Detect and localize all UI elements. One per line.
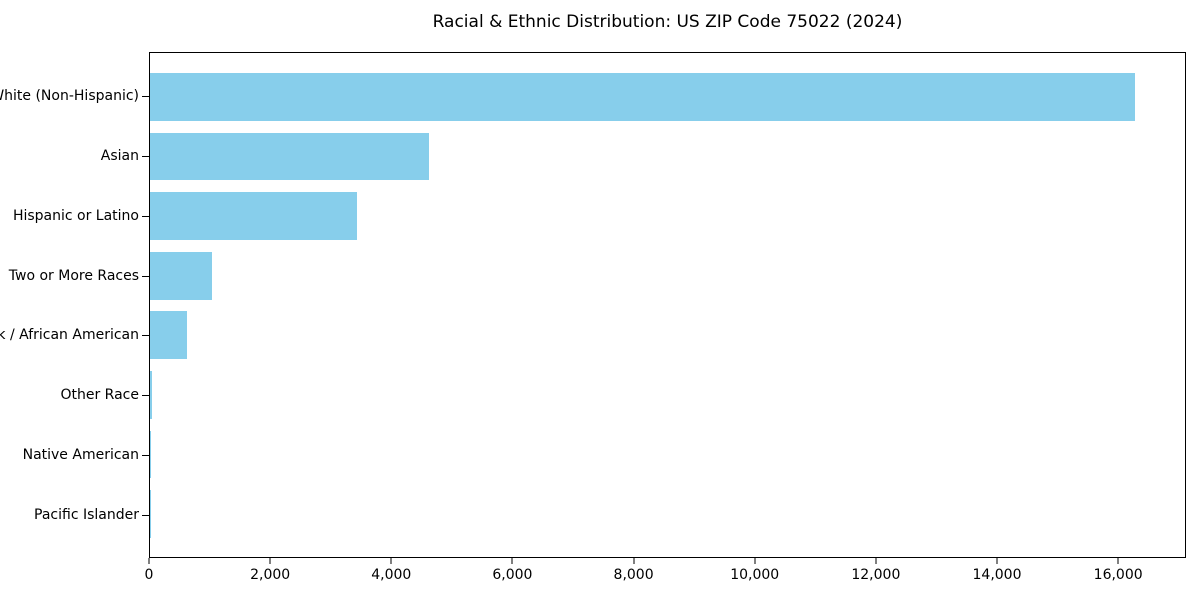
x-tick-label: 4,000 xyxy=(371,567,412,583)
y-tick-label: Native American xyxy=(22,447,139,464)
bar-row xyxy=(150,365,1185,425)
y-tick-mark xyxy=(142,455,149,457)
chart-title: Racial & Ethnic Distribution: US ZIP Cod… xyxy=(432,12,903,32)
x-tick-label: 10,000 xyxy=(730,567,780,583)
bar-rows xyxy=(150,67,1185,544)
x-tick-mark xyxy=(511,558,513,564)
x-tick-mark xyxy=(1117,558,1119,564)
x-tick-label: 2,000 xyxy=(250,567,291,583)
x-tick-mark xyxy=(996,558,998,564)
x-tick-mark xyxy=(633,558,635,564)
bar xyxy=(150,192,358,240)
bar xyxy=(150,72,1136,121)
bar-row xyxy=(150,246,1185,306)
x-tick-label: 16,000 xyxy=(1093,567,1143,583)
bar xyxy=(150,311,187,360)
bar-row xyxy=(150,67,1185,127)
x-tick-label: 0 xyxy=(144,567,154,583)
y-tick-row: Pacific Islander xyxy=(0,485,149,545)
bar-row xyxy=(150,127,1185,187)
y-tick-row: Black / African American xyxy=(0,306,149,366)
bar xyxy=(150,251,212,300)
y-tick-label: Two or More Races xyxy=(8,267,139,284)
x-tick-mark xyxy=(390,558,392,564)
y-tick-row: White (Non-Hispanic) xyxy=(0,66,149,126)
y-tick-row: Other Race xyxy=(0,365,149,425)
x-tick-label: 12,000 xyxy=(851,567,901,583)
x-tick-label: 6,000 xyxy=(492,567,533,583)
y-tick-row: Native American xyxy=(0,425,149,485)
bar-row xyxy=(150,484,1185,544)
x-tick-label: 14,000 xyxy=(972,567,1022,583)
bar-row xyxy=(150,186,1185,246)
bar xyxy=(150,430,151,479)
y-tick-mark xyxy=(142,395,149,397)
x-tick-mark xyxy=(875,558,877,564)
y-tick-row: Asian xyxy=(0,126,149,186)
y-tick-label: Other Race xyxy=(60,387,139,404)
bar xyxy=(150,132,429,181)
y-tick-mark xyxy=(142,95,149,97)
y-tick-label: Asian xyxy=(100,147,139,164)
y-tick-mark xyxy=(142,515,149,517)
y-tick-row: Hispanic or Latino xyxy=(0,186,149,246)
bar-row xyxy=(150,425,1185,485)
x-tick-mark xyxy=(148,558,150,564)
y-tick-mark xyxy=(142,215,149,217)
y-tick-mark xyxy=(142,335,149,337)
x-axis: 0 2,000 4,000 6,000 8,000 10,000 12,000 14,000 1… xyxy=(145,558,1186,598)
x-tick-mark xyxy=(269,558,271,564)
y-tick-label: Pacific Islander xyxy=(34,507,139,524)
y-tick-label: White (Non-Hispanic) xyxy=(0,87,139,104)
y-tick-label: Black / African American xyxy=(0,327,139,344)
y-tick-mark xyxy=(142,275,149,277)
y-tick-row: Two or More Races xyxy=(0,246,149,306)
bar xyxy=(150,371,152,419)
y-axis-labels: White (Non-Hispanic) Asian Hispanic or Lat… xyxy=(0,66,149,545)
bar-row xyxy=(150,306,1185,366)
y-tick-label: Hispanic or Latino xyxy=(12,207,139,224)
x-tick-mark xyxy=(754,558,756,564)
plot-area xyxy=(149,52,1186,558)
x-tick-label: 8,000 xyxy=(613,567,654,583)
y-tick-mark xyxy=(142,155,149,157)
